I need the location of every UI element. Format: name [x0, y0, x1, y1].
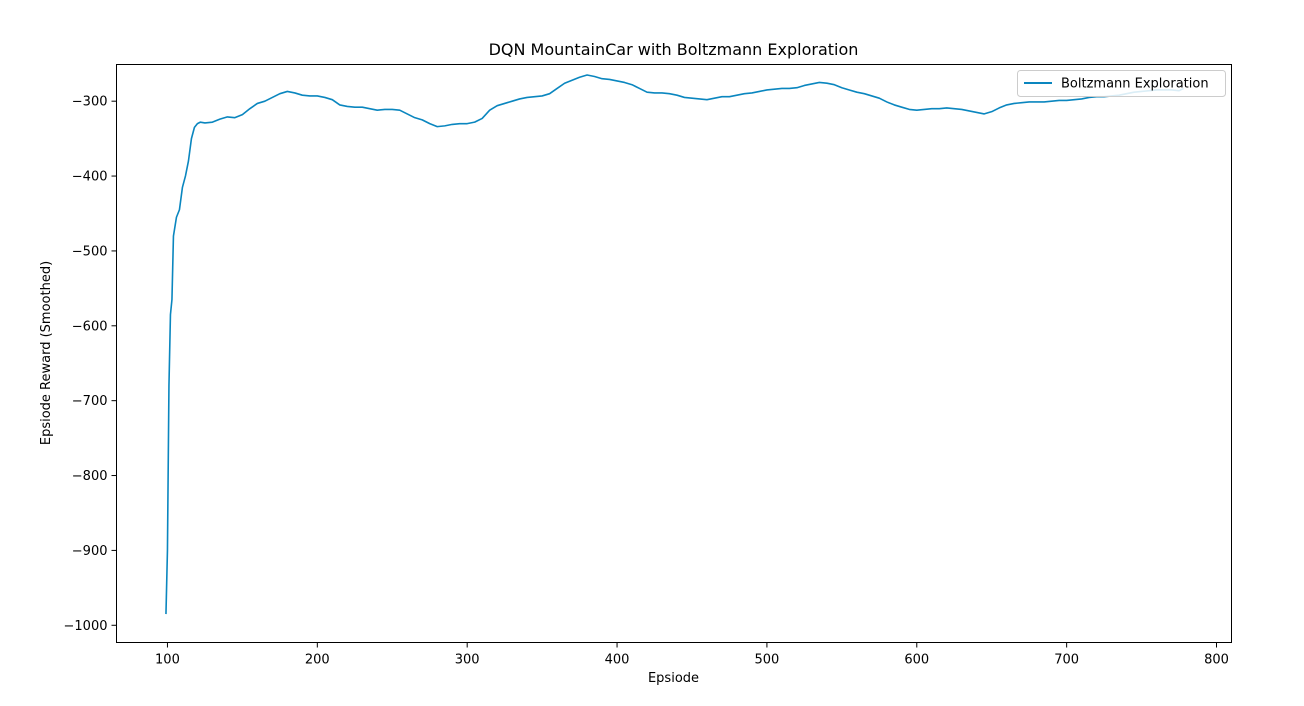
y-tick-label: −600 [72, 319, 108, 334]
x-tick-label: 300 [455, 653, 480, 668]
y-tick-label: −500 [72, 244, 108, 259]
y-axis-label: Epsiode Reward (Smoothed) [39, 261, 54, 445]
x-tick-label: 400 [605, 653, 630, 668]
x-tick-label: 800 [1204, 653, 1229, 668]
x-tick-label: 600 [904, 653, 929, 668]
plot-frame [116, 64, 1232, 643]
series-layer [165, 74, 1184, 615]
x-tick-label: 700 [1054, 653, 1079, 668]
x-axis: 100 200 300 400 500 600 700 800 [155, 642, 1229, 668]
x-tick-label: 100 [155, 653, 180, 668]
legend-label: Boltzmann Exploration [1061, 77, 1209, 92]
series-line [165, 74, 1184, 615]
chart-title: DQN MountainCar with Boltzmann Explorati… [489, 40, 859, 59]
plot-area [116, 64, 1232, 643]
x-tick-label: 500 [755, 653, 780, 668]
y-tick-label: −800 [72, 469, 108, 484]
y-tick-label: −300 [72, 95, 108, 110]
x-tick-label: 200 [305, 653, 330, 668]
y-tick-label: −1000 [64, 619, 108, 634]
y-tick-label: −400 [72, 170, 108, 185]
y-axis: −1000 −900 −800 −700 −600 −500 −400 −300 [64, 95, 117, 634]
y-tick-label: −700 [72, 394, 108, 409]
legend: Boltzmann Exploration [1017, 70, 1226, 97]
x-axis-label: Epsiode [648, 671, 699, 686]
legend-box [1017, 70, 1226, 97]
y-tick-label: −900 [72, 544, 108, 559]
